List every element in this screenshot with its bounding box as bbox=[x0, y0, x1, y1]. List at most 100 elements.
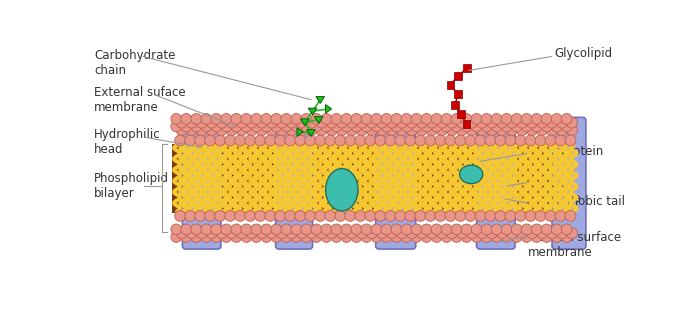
Circle shape bbox=[171, 224, 182, 235]
Circle shape bbox=[391, 232, 402, 242]
Circle shape bbox=[347, 125, 357, 136]
Circle shape bbox=[451, 232, 462, 242]
Circle shape bbox=[215, 135, 226, 146]
Circle shape bbox=[286, 117, 297, 128]
Circle shape bbox=[567, 117, 577, 128]
Circle shape bbox=[517, 228, 528, 239]
Circle shape bbox=[206, 117, 217, 128]
Circle shape bbox=[251, 224, 261, 235]
Circle shape bbox=[535, 211, 546, 221]
Circle shape bbox=[221, 224, 232, 235]
Circle shape bbox=[455, 135, 466, 146]
Bar bbox=[454, 72, 462, 80]
Circle shape bbox=[316, 228, 327, 239]
Circle shape bbox=[225, 211, 235, 221]
Circle shape bbox=[315, 135, 325, 146]
Text: Protein
molecule: Protein molecule bbox=[528, 177, 582, 205]
Circle shape bbox=[237, 228, 247, 239]
Circle shape bbox=[541, 114, 552, 124]
Circle shape bbox=[201, 224, 212, 235]
Circle shape bbox=[497, 125, 507, 136]
Circle shape bbox=[431, 224, 442, 235]
Circle shape bbox=[486, 228, 497, 239]
Circle shape bbox=[471, 224, 482, 235]
Circle shape bbox=[246, 228, 257, 239]
FancyBboxPatch shape bbox=[477, 117, 515, 249]
Circle shape bbox=[445, 135, 455, 146]
Circle shape bbox=[191, 114, 202, 124]
Circle shape bbox=[465, 135, 476, 146]
Circle shape bbox=[431, 114, 442, 124]
Circle shape bbox=[345, 135, 356, 146]
Circle shape bbox=[531, 121, 542, 132]
Circle shape bbox=[321, 232, 332, 242]
Circle shape bbox=[567, 125, 577, 136]
Circle shape bbox=[405, 211, 416, 221]
Circle shape bbox=[277, 125, 287, 136]
Circle shape bbox=[351, 121, 362, 132]
Circle shape bbox=[471, 114, 482, 124]
Circle shape bbox=[316, 125, 327, 136]
Circle shape bbox=[531, 232, 542, 242]
Circle shape bbox=[211, 224, 222, 235]
Circle shape bbox=[511, 121, 522, 132]
Circle shape bbox=[545, 211, 556, 221]
Circle shape bbox=[526, 125, 537, 136]
Circle shape bbox=[185, 211, 195, 221]
Polygon shape bbox=[301, 119, 309, 126]
Circle shape bbox=[175, 211, 186, 221]
Circle shape bbox=[201, 232, 212, 242]
Circle shape bbox=[531, 224, 542, 235]
Circle shape bbox=[361, 232, 372, 242]
Circle shape bbox=[491, 121, 502, 132]
Circle shape bbox=[231, 121, 241, 132]
Circle shape bbox=[347, 228, 357, 239]
Circle shape bbox=[297, 117, 307, 128]
Circle shape bbox=[295, 211, 305, 221]
Circle shape bbox=[495, 211, 506, 221]
Polygon shape bbox=[307, 130, 315, 137]
Circle shape bbox=[196, 228, 207, 239]
Circle shape bbox=[436, 228, 447, 239]
Circle shape bbox=[351, 224, 362, 235]
Circle shape bbox=[176, 117, 187, 128]
Circle shape bbox=[461, 224, 472, 235]
Circle shape bbox=[517, 125, 528, 136]
Circle shape bbox=[195, 211, 206, 221]
Circle shape bbox=[361, 114, 372, 124]
Circle shape bbox=[457, 228, 467, 239]
Circle shape bbox=[481, 224, 492, 235]
Circle shape bbox=[551, 224, 562, 235]
Circle shape bbox=[295, 135, 305, 146]
Circle shape bbox=[271, 232, 282, 242]
Circle shape bbox=[421, 121, 432, 132]
Circle shape bbox=[561, 121, 572, 132]
Circle shape bbox=[502, 121, 512, 132]
Circle shape bbox=[565, 211, 576, 221]
Circle shape bbox=[481, 121, 492, 132]
Circle shape bbox=[522, 121, 532, 132]
Circle shape bbox=[435, 211, 446, 221]
Circle shape bbox=[266, 117, 277, 128]
Circle shape bbox=[541, 232, 552, 242]
Text: Hydrophilic
head: Hydrophilic head bbox=[94, 128, 160, 156]
Circle shape bbox=[331, 121, 342, 132]
Circle shape bbox=[537, 125, 548, 136]
Circle shape bbox=[175, 135, 186, 146]
Circle shape bbox=[221, 232, 232, 242]
Circle shape bbox=[355, 135, 366, 146]
Circle shape bbox=[547, 117, 557, 128]
Circle shape bbox=[416, 228, 427, 239]
Circle shape bbox=[381, 232, 392, 242]
Circle shape bbox=[306, 125, 317, 136]
Circle shape bbox=[311, 224, 322, 235]
Circle shape bbox=[455, 211, 466, 221]
Circle shape bbox=[481, 114, 492, 124]
Circle shape bbox=[326, 125, 337, 136]
Circle shape bbox=[506, 125, 517, 136]
Circle shape bbox=[557, 117, 568, 128]
Circle shape bbox=[251, 121, 261, 132]
Polygon shape bbox=[325, 105, 332, 113]
Circle shape bbox=[447, 117, 458, 128]
Circle shape bbox=[315, 211, 325, 221]
